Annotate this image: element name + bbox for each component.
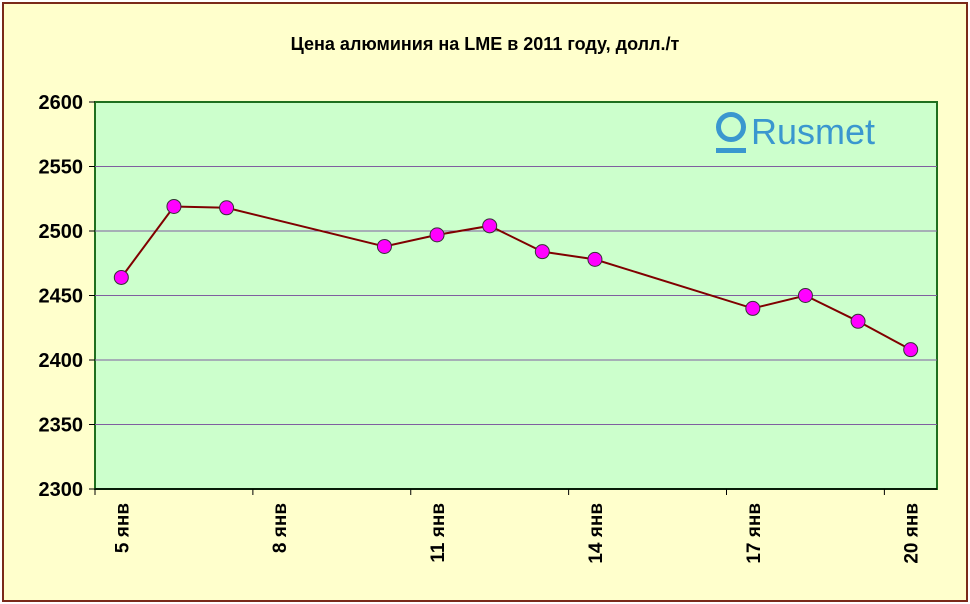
data-point — [534, 244, 550, 260]
data-point — [166, 198, 182, 214]
data-point — [745, 300, 761, 316]
rusmet-logo: Rusmet — [715, 110, 875, 154]
y-tick-label: 2400 — [39, 350, 84, 372]
rusmet-logo-icon — [715, 110, 746, 154]
data-point — [903, 342, 919, 358]
x-tick-label: 14 янв — [586, 503, 607, 564]
y-tick-label: 2500 — [39, 221, 84, 243]
x-tick-label: 5 янв — [112, 503, 133, 553]
x-tick-label: 11 янв — [428, 503, 449, 563]
data-point — [850, 313, 866, 329]
y-tick-label: 2350 — [39, 415, 84, 437]
data-point — [587, 251, 603, 267]
y-tick-label: 2550 — [39, 157, 84, 179]
y-tick-label: 2300 — [39, 479, 84, 501]
data-point — [482, 218, 498, 234]
data-point — [797, 288, 813, 303]
data-point — [429, 227, 445, 243]
y-tick-label: 2600 — [39, 92, 84, 114]
logo-text: Rusmet — [751, 111, 876, 152]
y-tick-label: 2450 — [39, 286, 84, 308]
price-line — [120, 205, 912, 351]
x-tick-label: 17 янв — [744, 503, 765, 564]
data-point — [113, 269, 129, 285]
data-point — [219, 200, 235, 216]
data-point — [376, 238, 392, 254]
x-tick-label: 20 янв — [902, 503, 923, 564]
x-tick-label: 8 янв — [270, 503, 291, 553]
chart-title: Цена алюминия на LME в 2011 году, долл./… — [290, 34, 680, 54]
